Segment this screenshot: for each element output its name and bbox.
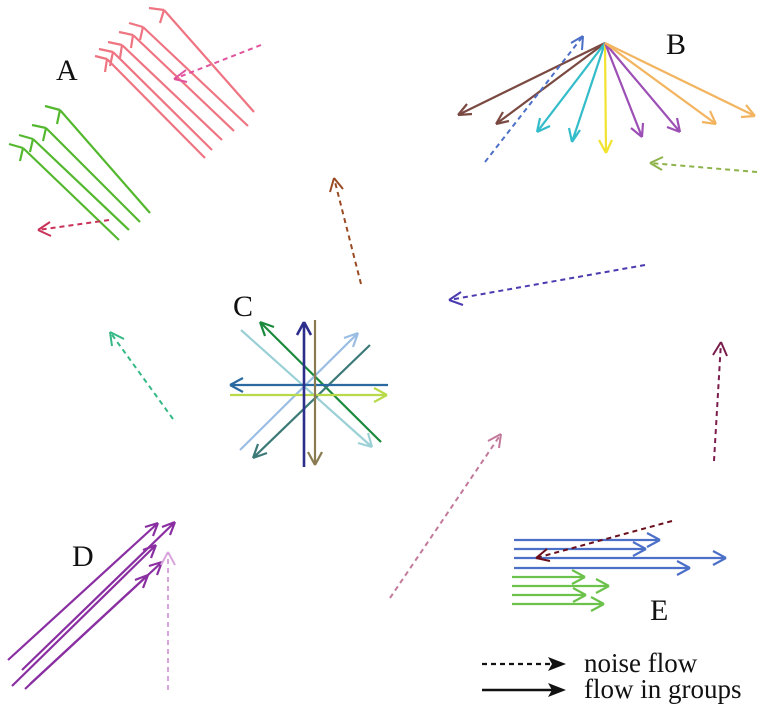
group-a-flow-arrow xyxy=(98,47,213,151)
group-b-flow-arrow xyxy=(535,42,606,133)
noise-flow-arrowhead xyxy=(329,177,344,193)
group-b-flow-arrow xyxy=(604,42,756,119)
group-e-green-flows xyxy=(512,569,610,612)
group-e-flow-arrow xyxy=(514,541,647,557)
group-e-flow-arrow xyxy=(512,569,586,585)
group-a-salmon-flows xyxy=(94,6,255,159)
group-a-green-flows xyxy=(8,104,151,241)
noise-flow-arrowhead xyxy=(712,341,728,357)
legend-noise-flow-label: noise flow xyxy=(584,648,698,678)
noise-flow-arrow xyxy=(173,44,262,80)
noise-flow-arrowhead xyxy=(535,548,551,562)
noise-flow-arrowhead xyxy=(160,551,176,566)
noise-flow-arrowhead xyxy=(109,331,125,347)
group-d-flow-arrow xyxy=(24,573,150,690)
group-e-flow-arrow xyxy=(512,596,605,612)
noise-flow-arrow xyxy=(649,162,758,173)
group-d-flow-arrow xyxy=(7,521,160,661)
legend-noise-flow-arrowhead xyxy=(548,657,566,671)
group-e-flow-arrow xyxy=(514,532,661,548)
noise-flow-arrow xyxy=(535,520,673,559)
group-b-fan-flows xyxy=(457,42,756,154)
group-c-star-flows xyxy=(229,320,388,467)
group-b-flow-arrow xyxy=(457,42,606,117)
group-c-flow-arrow xyxy=(258,320,382,443)
group-c-flow-arrow xyxy=(239,331,360,451)
noise-flow-arrow xyxy=(37,219,110,231)
noise-flow-arrowhead xyxy=(448,291,464,306)
group-a-flow-arrow xyxy=(118,30,235,132)
group-b-flow-arrow xyxy=(604,42,717,126)
group-b-flow-arrow xyxy=(567,42,607,143)
group-e-flow-arrow xyxy=(512,578,610,594)
noise-flow-arrowhead xyxy=(487,433,502,449)
noise-flow-arrow xyxy=(484,35,584,163)
group-a-flow-arrow xyxy=(8,142,120,241)
group-c-flow-arrow xyxy=(230,387,388,403)
group-b-flow-arrow xyxy=(604,42,682,134)
noise-flow-arrow xyxy=(448,264,646,301)
legend: noise flow flow in groups xyxy=(482,648,742,704)
group-e-flow-arrow xyxy=(514,560,691,576)
group-d-flow-arrow xyxy=(21,520,177,671)
noise-flow-arrow xyxy=(333,177,362,285)
group-b-flow-arrow xyxy=(598,42,613,154)
group-b-flow-arrow xyxy=(495,42,606,126)
group-a-flow-arrow xyxy=(18,133,130,231)
group-c-flow-arrow xyxy=(307,320,323,466)
group-c-flow-arrow xyxy=(251,344,371,460)
group-label-c: C xyxy=(233,290,253,323)
group-a-flow-arrow xyxy=(107,40,223,141)
group-c-flow-arrow xyxy=(240,329,374,449)
group-a-flow-arrow xyxy=(128,21,249,127)
noise-flow-arrowhead xyxy=(173,69,188,83)
noise-flow-arrowhead xyxy=(649,156,664,171)
group-a-flow-arrow xyxy=(44,104,151,214)
group-label-d: D xyxy=(72,540,94,573)
noise-flow-arrow xyxy=(389,433,502,599)
group-a-flow-arrow xyxy=(94,54,206,159)
noise-flow-arrowhead xyxy=(570,35,584,51)
group-e-blue-flows xyxy=(514,532,727,576)
group-label-b: B xyxy=(666,28,686,61)
noise-flow-arrow xyxy=(109,331,174,420)
group-label-e: E xyxy=(650,594,668,627)
group-d-flow-arrow xyxy=(11,543,158,687)
legend-flow-in-groups-arrowhead xyxy=(548,683,566,697)
legend-flow-in-groups-label: flow in groups xyxy=(584,674,742,704)
group-c-flow-arrow xyxy=(229,377,388,393)
noise-flow-arrowhead xyxy=(37,221,52,237)
group-b-flow-arrow xyxy=(603,42,645,138)
group-e-flow-arrow xyxy=(514,550,727,566)
group-label-a: A xyxy=(56,54,78,87)
group-d-flows xyxy=(7,520,177,690)
group-a-flow-arrow xyxy=(148,6,255,113)
noise-flow-arrow xyxy=(713,341,722,462)
group-c-flow-arrow xyxy=(295,321,313,467)
group-a-flow-arrow xyxy=(31,123,141,223)
group-e-flow-arrow xyxy=(512,587,587,603)
